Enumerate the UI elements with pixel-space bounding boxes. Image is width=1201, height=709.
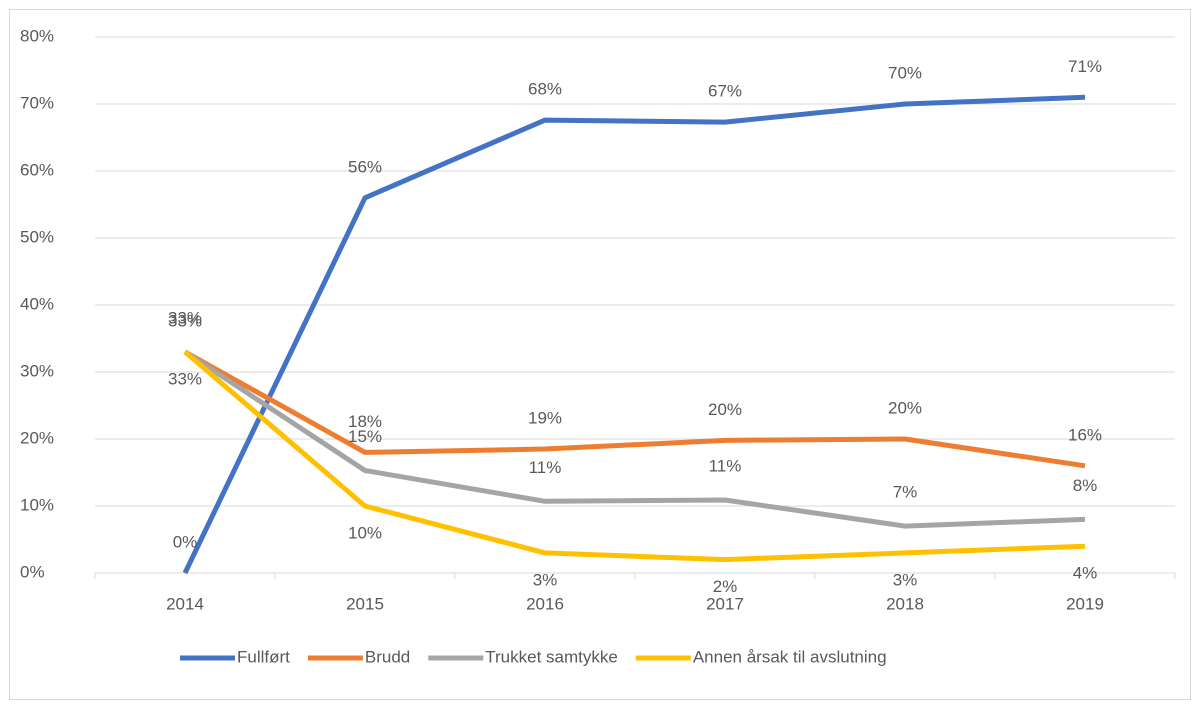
- data-label: 56%: [348, 157, 382, 176]
- series-line: [183, 349, 1086, 529]
- y-tick-label: 0%: [20, 562, 45, 581]
- data-label: 7%: [893, 483, 918, 502]
- data-label: 20%: [708, 400, 742, 419]
- data-label: 68%: [528, 80, 562, 99]
- chart-frame: [9, 9, 1191, 700]
- x-tick-label: 2015: [346, 594, 384, 613]
- series-line: [182, 94, 1086, 575]
- legend-label: Brudd: [365, 647, 410, 666]
- y-tick-label: 20%: [20, 428, 54, 447]
- data-label: 33%: [168, 369, 202, 388]
- data-label: 10%: [348, 523, 382, 542]
- series-line: [183, 349, 1086, 469]
- y-tick-label: 80%: [20, 26, 54, 45]
- data-label: 33%: [168, 308, 202, 327]
- series-line: [183, 350, 1086, 563]
- x-tick-label: 2017: [706, 594, 744, 613]
- y-tick-label: 50%: [20, 227, 54, 246]
- x-tick-label: 2016: [526, 594, 564, 613]
- data-label: 18%: [348, 412, 382, 431]
- y-tick-label: 70%: [20, 93, 54, 112]
- data-label: 33%: [168, 311, 202, 330]
- data-label: 70%: [888, 63, 922, 82]
- y-tick-label: 30%: [20, 361, 54, 380]
- data-label: 0%: [173, 532, 198, 551]
- data-label: 11%: [529, 458, 562, 477]
- data-label: 3%: [893, 570, 918, 589]
- legend-label: Trukket samtykke: [485, 647, 618, 666]
- y-tick-label: 10%: [20, 495, 54, 514]
- data-label: 2%: [713, 577, 738, 596]
- data-label: 4%: [1073, 564, 1098, 583]
- data-label: 16%: [1068, 425, 1102, 444]
- data-label: 71%: [1068, 57, 1102, 76]
- data-label: 11%: [709, 456, 742, 475]
- data-label: 19%: [528, 409, 562, 428]
- x-tick-label: 2014: [166, 594, 204, 613]
- data-label: 67%: [708, 82, 742, 101]
- y-tick-label: 40%: [20, 294, 54, 313]
- data-label: 8%: [1073, 476, 1098, 495]
- data-label: 20%: [888, 398, 922, 417]
- x-tick-label: 2018: [886, 594, 924, 613]
- data-label: 15%: [348, 427, 382, 446]
- y-tick-label: 60%: [20, 160, 54, 179]
- legend-label: Fullført: [237, 647, 290, 666]
- data-label: 3%: [533, 570, 558, 589]
- legend-label: Annen årsak til avslutning: [693, 647, 887, 666]
- x-tick-label: 2019: [1066, 594, 1104, 613]
